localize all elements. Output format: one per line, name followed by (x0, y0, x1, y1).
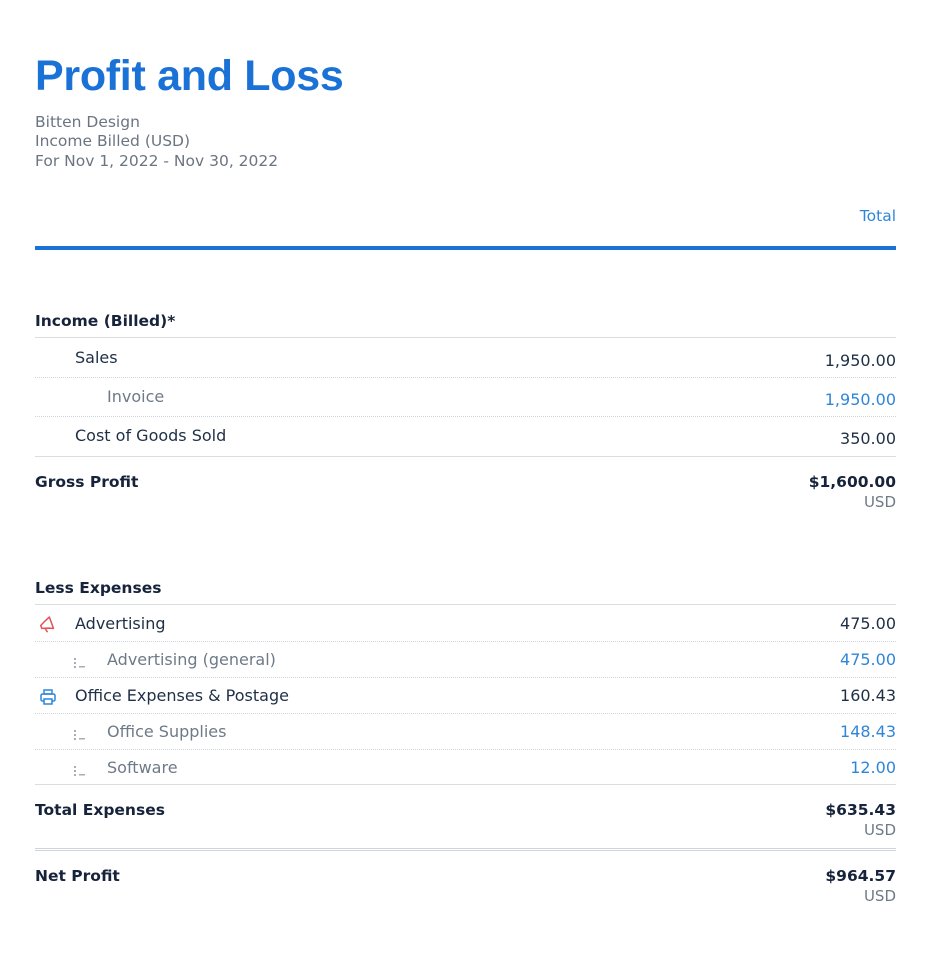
invoice-row: Invoice 1,950.00 (35, 387, 896, 409)
income-heading: Income (Billed)* (35, 312, 176, 330)
sales-row: Sales 1,950.00 (35, 348, 896, 370)
tree-branch-icon (73, 727, 87, 740)
header-divider (35, 246, 896, 250)
divider (35, 784, 896, 785)
office-expenses-row: Office Expenses & Postage 160.43 (35, 686, 896, 708)
divider (35, 641, 896, 642)
company-name: Bitten Design (35, 113, 140, 131)
total-expenses-currency: USD (863, 821, 896, 839)
cogs-label: Cost of Goods Sold (75, 426, 227, 445)
tree-branch-icon (73, 655, 87, 668)
divider (35, 749, 896, 750)
megaphone-icon (39, 616, 57, 634)
advertising-label: Advertising (75, 614, 166, 633)
software-row: Software 12.00 (35, 758, 896, 780)
gross-profit-label: Gross Profit (35, 473, 139, 491)
cogs-amount: 350.00 (840, 429, 896, 448)
advertising-general-row: Advertising (general) 475.00 (35, 650, 896, 672)
tree-branch-icon (73, 763, 87, 776)
office-supplies-row: Office Supplies 148.43 (35, 722, 896, 744)
software-amount-link[interactable]: 12.00 (850, 758, 896, 777)
total-expenses-label: Total Expenses (35, 801, 165, 819)
page-title: Profit and Loss (35, 52, 344, 100)
invoice-label: Invoice (107, 387, 165, 406)
advertising-general-amount-link[interactable]: 475.00 (840, 650, 896, 669)
report-basis: Income Billed (USD) (35, 132, 191, 150)
report-period: For Nov 1, 2022 - Nov 30, 2022 (35, 152, 279, 170)
net-profit-label: Net Profit (35, 867, 120, 885)
printer-icon (39, 688, 57, 706)
net-profit-currency: USD (863, 887, 896, 905)
office-expenses-label: Office Expenses & Postage (75, 686, 289, 705)
total-column-header[interactable]: Total (859, 207, 896, 225)
advertising-general-label: Advertising (general) (107, 650, 276, 669)
cogs-row: Cost of Goods Sold 350.00 (35, 426, 896, 448)
invoice-amount-link[interactable]: 1,950.00 (824, 390, 896, 409)
divider (35, 677, 896, 678)
software-label: Software (107, 758, 178, 777)
net-profit-amount: $964.57 (825, 867, 896, 885)
sales-label: Sales (75, 348, 118, 367)
divider (35, 377, 896, 378)
sales-amount: 1,950.00 (824, 351, 896, 370)
double-divider (35, 848, 896, 851)
divider (35, 416, 896, 417)
divider (35, 337, 896, 338)
office-supplies-label: Office Supplies (107, 722, 227, 741)
advertising-amount: 475.00 (840, 614, 896, 633)
total-expenses-amount: $635.43 (825, 801, 896, 819)
divider (35, 456, 896, 457)
expenses-heading: Less Expenses (35, 579, 162, 597)
gross-profit-amount: $1,600.00 (808, 473, 896, 491)
divider (35, 604, 896, 605)
office-supplies-amount-link[interactable]: 148.43 (840, 722, 896, 741)
advertising-row: Advertising 475.00 (35, 614, 896, 636)
office-expenses-amount: 160.43 (840, 686, 896, 705)
divider (35, 713, 896, 714)
gross-profit-currency: USD (863, 493, 896, 511)
